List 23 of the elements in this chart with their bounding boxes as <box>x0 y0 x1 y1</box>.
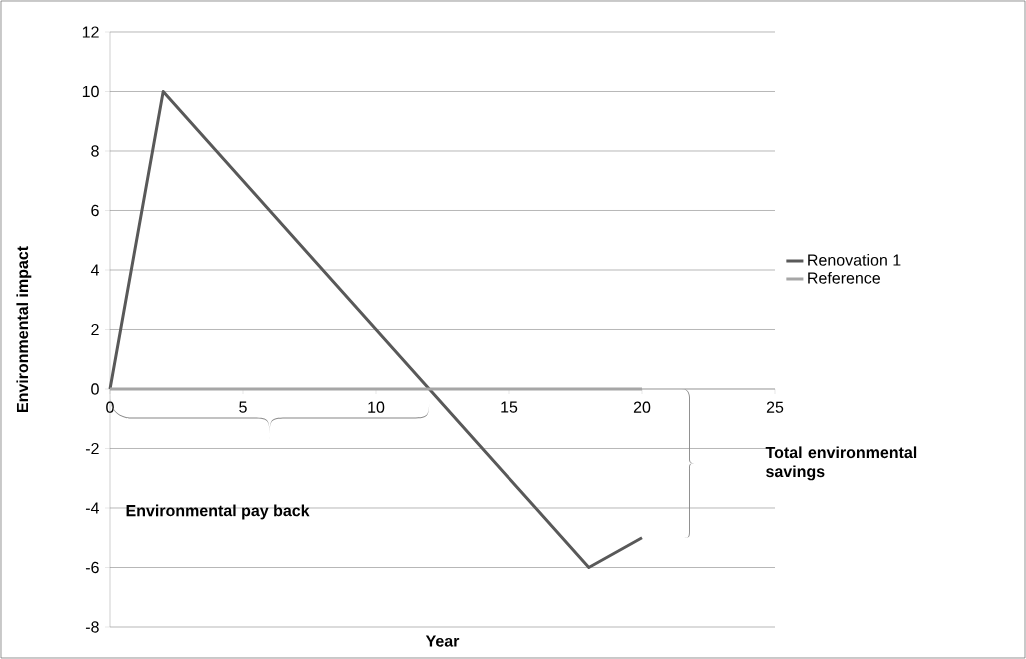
x-tick-label: 25 <box>766 401 784 413</box>
annotation: Total environmental savings <box>765 446 917 481</box>
y-tick-label: 0 <box>91 383 99 395</box>
y-tick-label: -4 <box>85 502 99 514</box>
y-axis-title: Environmental impact <box>16 246 32 413</box>
x-tick-label: 10 <box>368 401 385 413</box>
x-tick-label: 0 <box>106 401 114 413</box>
y-tick-label: 10 <box>82 85 99 98</box>
x-tick-label: 20 <box>633 401 651 413</box>
y-tick-label: -6 <box>85 561 99 574</box>
y-tick-label: -8 <box>85 621 99 633</box>
x-tick-label: 15 <box>501 401 518 413</box>
legend-label: Renovation 1 <box>808 254 901 266</box>
y-tick-label: 8 <box>91 145 99 157</box>
x-tick-label: 5 <box>239 401 247 413</box>
annotation: Environmental pay back <box>126 504 310 520</box>
y-tick-label: 12 <box>82 26 99 38</box>
y-tick-label: 4 <box>90 264 99 276</box>
y-tick-label: 2 <box>91 323 99 336</box>
x-axis-title: Year <box>425 635 460 647</box>
y-tick-label: 6 <box>91 204 99 217</box>
legend-label: Reference <box>808 272 881 284</box>
y-tick-label: -2 <box>85 442 99 455</box>
